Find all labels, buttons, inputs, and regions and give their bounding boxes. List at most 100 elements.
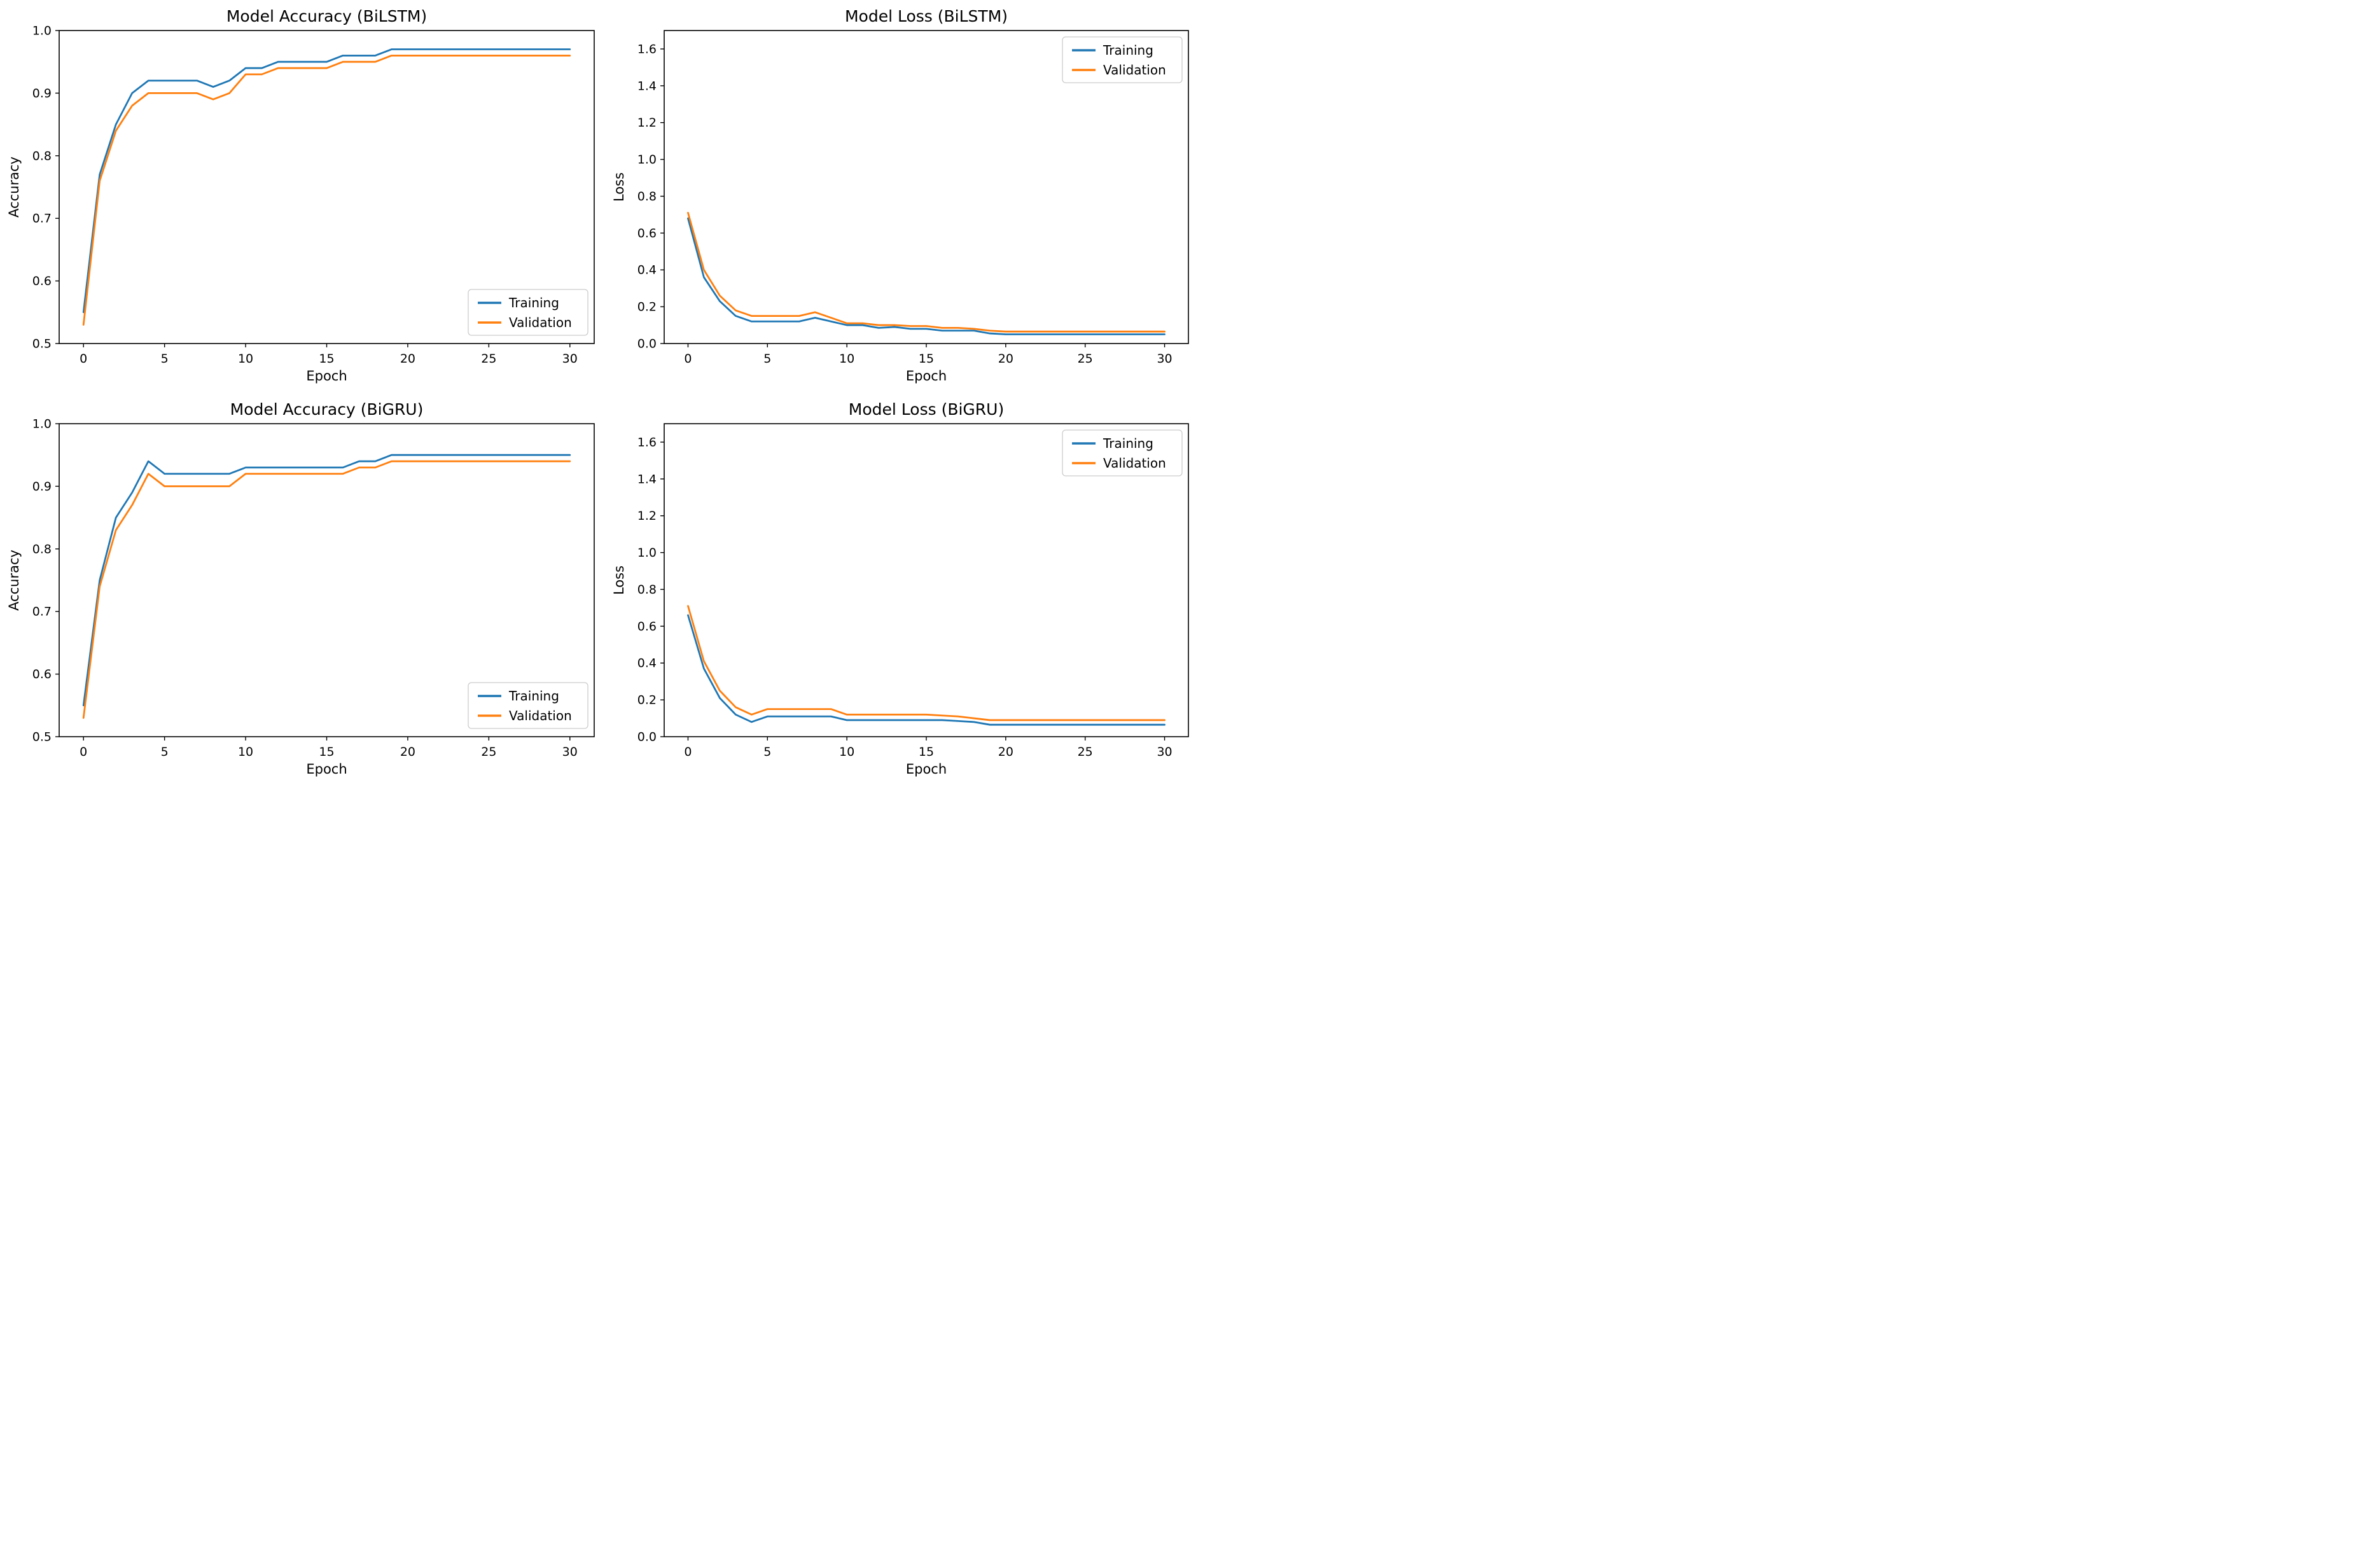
legend-box — [1062, 36, 1183, 83]
x-tick-label: 30 — [1157, 352, 1172, 366]
chart-loss-bilstm: 0 5 10 15 20 25 30 0.0 0.2 0.4 0.6 0.8 1.0 1.2 1.4 1.6 M… — [595, 0, 1191, 390]
y-axis-label: Loss — [611, 566, 627, 595]
x-tick-label: 10 — [839, 352, 854, 366]
series-line-validation — [82, 460, 571, 719]
y-axis-label: Accuracy — [6, 156, 22, 218]
legend-label: Validation — [1103, 456, 1166, 471]
legend: Training Validation — [1062, 429, 1183, 476]
x-tick-label: 25 — [1078, 745, 1093, 759]
series-line-training — [687, 614, 1166, 726]
series-line-training — [687, 217, 1166, 335]
y-tick-label: 0.4 — [637, 263, 657, 277]
y-tick-label: 0.8 — [32, 149, 52, 163]
y-tick-label: 1.4 — [637, 79, 657, 93]
x-tick-label: 30 — [562, 745, 578, 759]
y-axis-label: Accuracy — [6, 550, 22, 611]
y-tick-label: 0.8 — [637, 583, 657, 597]
series-line-training — [82, 48, 571, 314]
x-tick-label: 10 — [839, 745, 854, 759]
y-tick-label: 1.0 — [32, 24, 52, 38]
y-tick-label: 0.5 — [32, 730, 52, 744]
y-tick-label: 0.5 — [32, 337, 52, 351]
y-tick-label: 1.0 — [32, 417, 52, 431]
x-tick-label: 15 — [319, 352, 334, 366]
y-tick-label: 0.2 — [637, 300, 657, 314]
y-tick-label: 0.6 — [637, 620, 657, 634]
legend-label: Training — [508, 688, 559, 704]
x-tick-label: 5 — [161, 352, 169, 366]
y-tick-label: 1.2 — [637, 509, 657, 523]
x-axis-label: Epoch — [306, 762, 347, 777]
chart-accuracy-bilstm: 0 5 10 15 20 25 30 0.5 0.6 0.7 0.8 0.9 1.0 Model Accu… — [0, 0, 595, 390]
chart-loss-bigru: 0 5 10 15 20 25 30 0.0 0.2 0.4 0.6 0.8 1.0 1.2 1.4 1.6 M… — [595, 390, 1191, 780]
y-tick-label: 1.6 — [637, 435, 657, 449]
x-tick-label: 15 — [919, 745, 934, 759]
axes-frame — [664, 423, 1189, 737]
legend-label: Validation — [509, 708, 572, 723]
chart-cell-accuracy-bilstm: 0 5 10 15 20 25 30 0.5 0.6 0.7 0.8 0.9 1.0 Model Accu… — [0, 0, 595, 390]
x-tick-label: 0 — [684, 745, 692, 759]
legend: Training Validation — [1062, 36, 1183, 83]
legend-box — [1062, 429, 1183, 476]
x-tick-label: 10 — [238, 745, 253, 759]
x-tick-label: 15 — [319, 745, 334, 759]
x-tick-label: 30 — [1157, 745, 1172, 759]
y-axis-label: Loss — [611, 172, 627, 202]
chart-title: Model Accuracy (BiGRU) — [230, 400, 424, 419]
axes-frame — [664, 30, 1189, 344]
axes-frame — [59, 30, 595, 344]
y-tick-label: 0.6 — [637, 226, 657, 240]
y-tick-label: 0.8 — [637, 190, 657, 204]
legend-label: Training — [508, 295, 559, 310]
y-tick-label: 0.7 — [32, 605, 52, 619]
legend-label: Validation — [1103, 62, 1166, 78]
y-tick-label: 0.6 — [32, 274, 52, 288]
chart-cell-loss-bigru: 0 5 10 15 20 25 30 0.0 0.2 0.4 0.6 0.8 1.0 1.2 1.4 1.6 M… — [595, 390, 1191, 780]
legend-box — [468, 682, 588, 729]
x-tick-label: 20 — [400, 352, 415, 366]
x-tick-label: 25 — [481, 352, 496, 366]
chart-title: Model Accuracy (BiLSTM) — [226, 7, 427, 25]
y-tick-label: 0.8 — [32, 542, 52, 556]
series-line-training — [82, 454, 571, 707]
chart-title: Model Loss (BiGRU) — [849, 400, 1004, 419]
legend-label: Training — [1103, 436, 1153, 451]
y-tick-label: 1.2 — [637, 116, 657, 130]
x-tick-label: 30 — [562, 352, 578, 366]
series-line-validation — [687, 212, 1166, 333]
y-tick-label: 0.7 — [32, 212, 52, 226]
chart-accuracy-bigru: 0 5 10 15 20 25 30 0.5 0.6 0.7 0.8 0.9 1.0 Model Accu… — [0, 390, 595, 780]
y-tick-label: 1.6 — [637, 42, 657, 56]
y-tick-label: 0.0 — [637, 730, 657, 744]
series-line-validation — [687, 605, 1166, 721]
x-tick-label: 20 — [400, 745, 415, 759]
chart-cell-accuracy-bigru: 0 5 10 15 20 25 30 0.5 0.6 0.7 0.8 0.9 1.0 Model Accu… — [0, 390, 595, 780]
x-tick-label: 0 — [80, 745, 87, 759]
series-line-validation — [82, 54, 571, 326]
y-tick-label: 0.9 — [32, 480, 52, 494]
y-tick-label: 0.2 — [637, 693, 657, 707]
x-tick-label: 15 — [919, 352, 934, 366]
x-tick-label: 10 — [238, 352, 253, 366]
x-axis-label: Epoch — [906, 762, 947, 777]
legend: Training Validation — [468, 682, 588, 729]
y-tick-label: 0.4 — [637, 657, 657, 671]
x-tick-label: 5 — [763, 745, 771, 759]
y-tick-label: 1.0 — [637, 153, 657, 167]
y-tick-label: 0.0 — [637, 337, 657, 351]
x-axis-label: Epoch — [306, 368, 347, 384]
y-tick-label: 1.4 — [637, 472, 657, 486]
legend-label: Training — [1103, 43, 1153, 58]
x-tick-label: 25 — [1078, 352, 1093, 366]
legend-label: Validation — [509, 315, 572, 330]
y-tick-label: 1.0 — [637, 546, 657, 560]
x-tick-label: 0 — [684, 352, 692, 366]
chart-title: Model Loss (BiLSTM) — [845, 7, 1008, 25]
axes-frame — [59, 423, 595, 737]
x-tick-label: 20 — [998, 745, 1013, 759]
x-tick-label: 25 — [481, 745, 496, 759]
legend-box — [468, 289, 588, 336]
y-tick-label: 0.9 — [32, 87, 52, 101]
x-tick-label: 5 — [763, 352, 771, 366]
chart-cell-loss-bilstm: 0 5 10 15 20 25 30 0.0 0.2 0.4 0.6 0.8 1.0 1.2 1.4 1.6 M… — [595, 0, 1191, 390]
